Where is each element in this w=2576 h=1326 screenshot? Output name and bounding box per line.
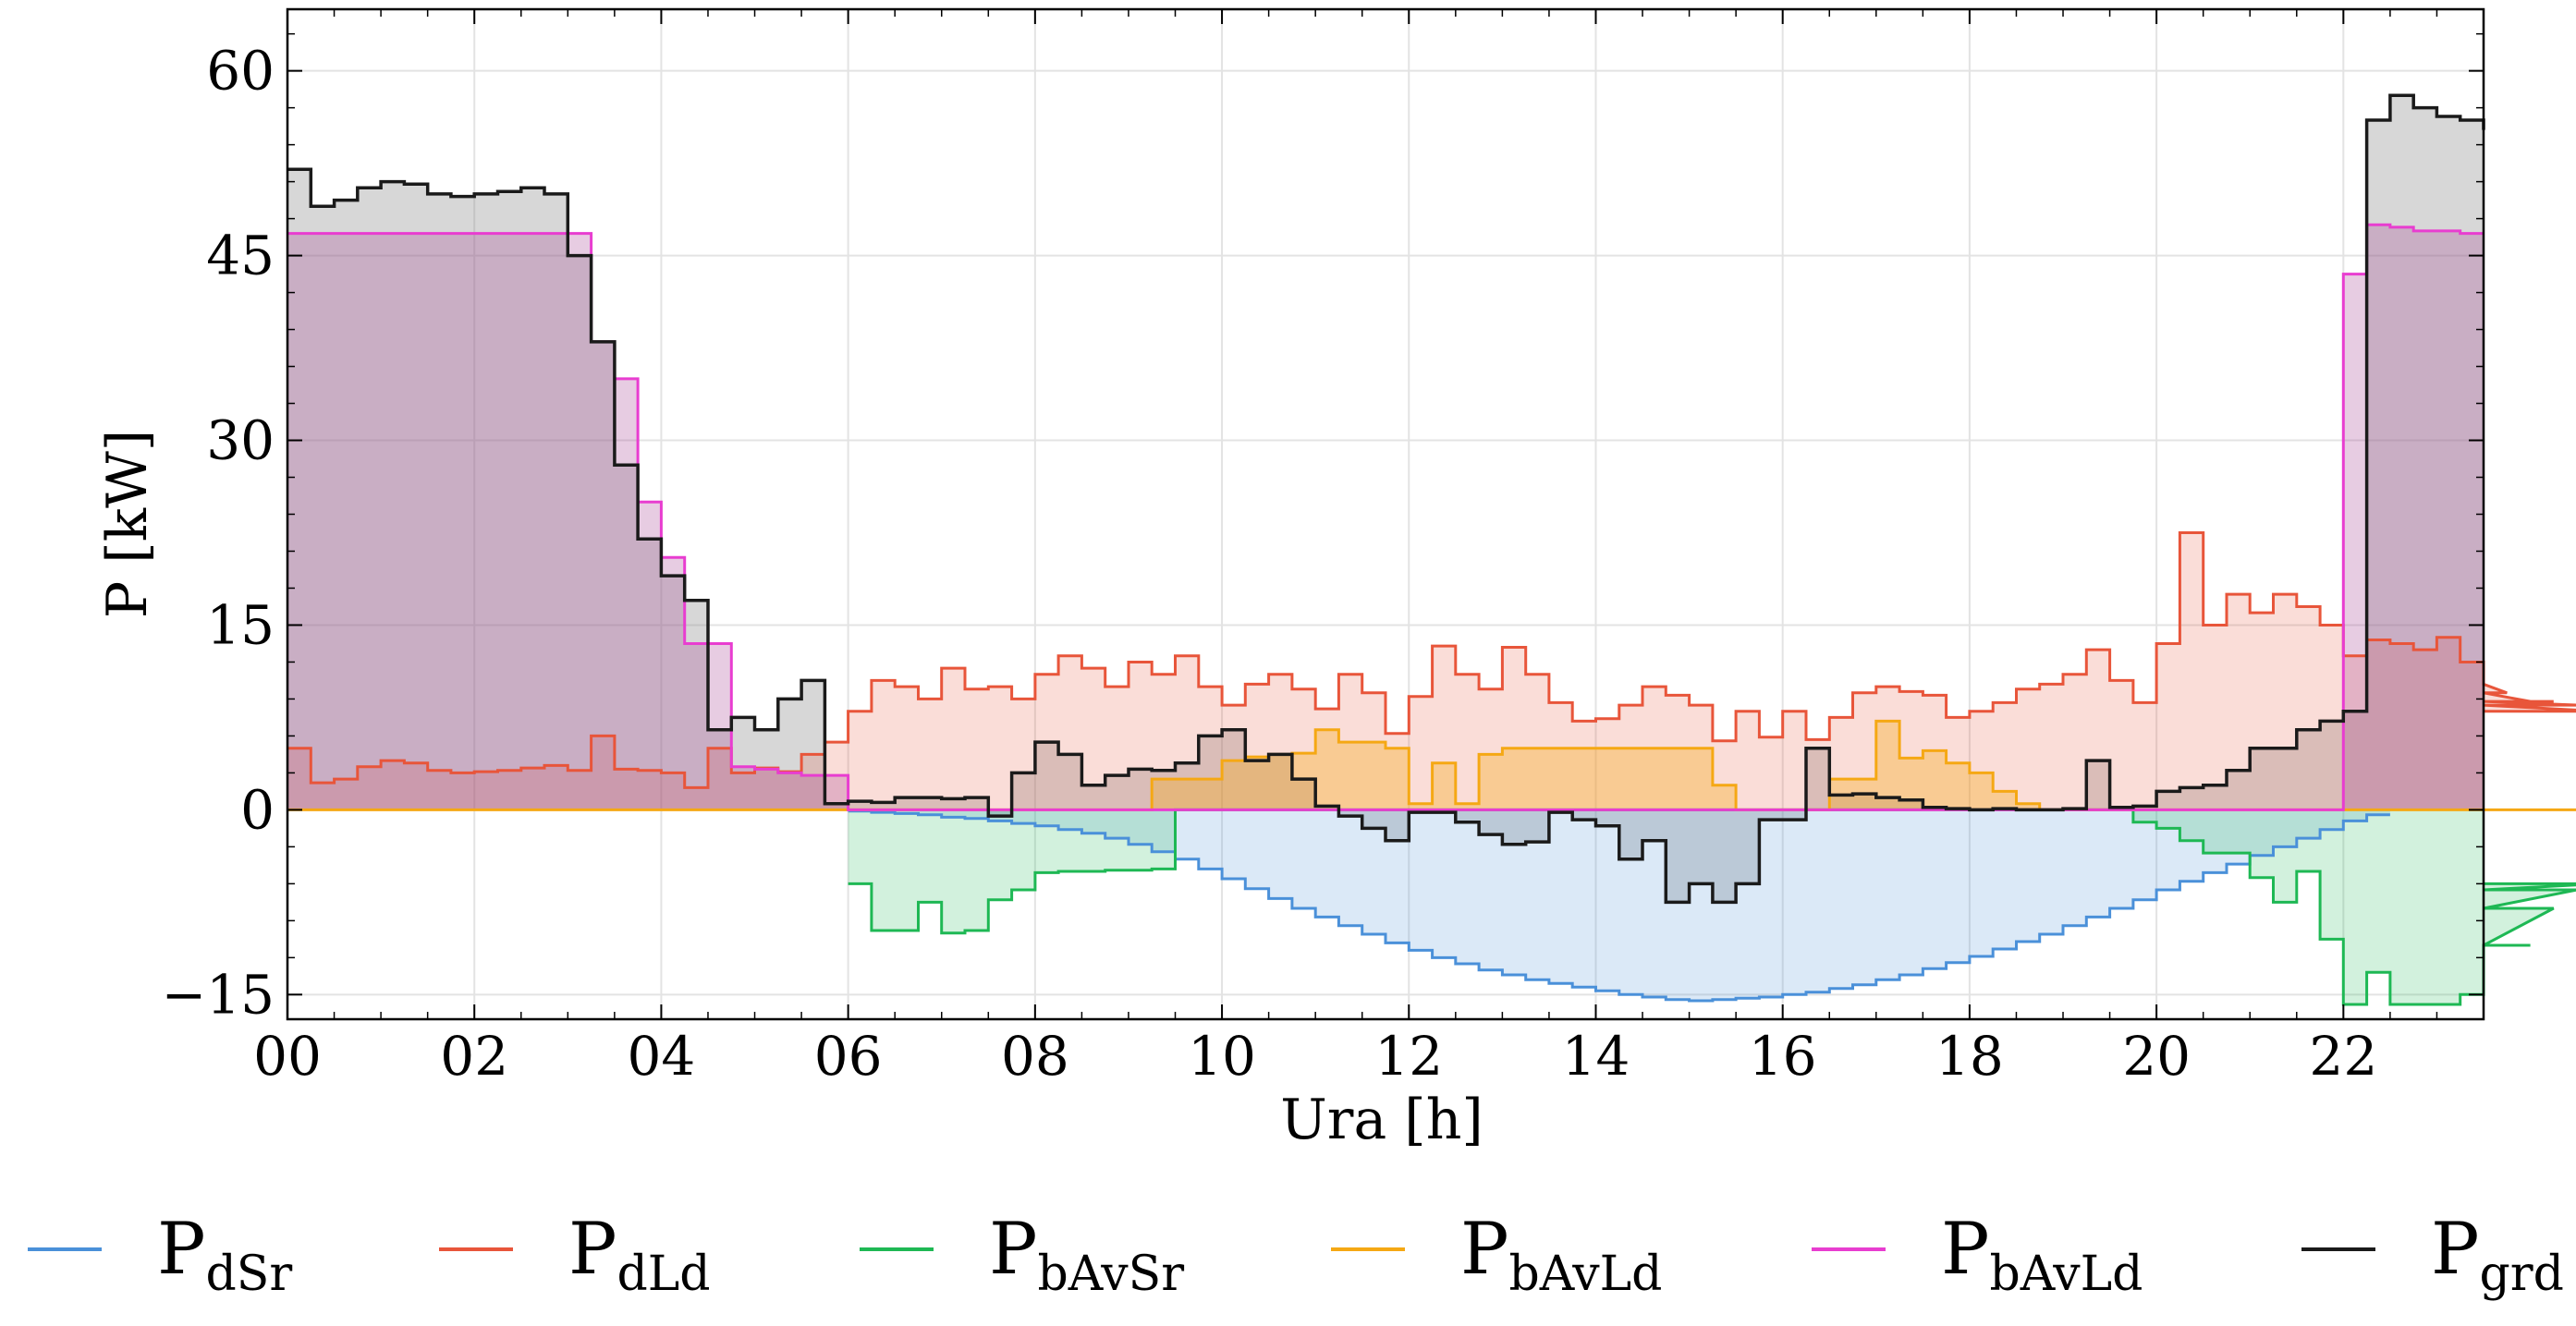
y-tick-label: 30 (206, 409, 275, 472)
legend-item-bAvLd_orange: PbAvLd (1331, 1208, 1662, 1302)
legend-item-bAvLd_magenta: PbAvLd (1812, 1208, 2143, 1302)
x-tick-label: 20 (2122, 1025, 2191, 1088)
line-dLd (287, 531, 2576, 789)
tick-labels: 00 02 04 06 08 10 12 14 16 18 20 22 −15 0 15 30 45 60 (162, 40, 2378, 1088)
x-tick-label: 08 (1001, 1025, 1069, 1088)
x-tick-label: 02 (440, 1025, 508, 1088)
legend-item-dSr: PdSr (28, 1208, 292, 1302)
legend-label: PbAvLd (1941, 1208, 2143, 1302)
area-bAvSr (848, 809, 2576, 1004)
x-tick-label: 06 (814, 1025, 883, 1088)
x-tick-label: 14 (1562, 1025, 1630, 1088)
y-tick-label: 60 (206, 40, 275, 103)
legend-label: PdSr (157, 1208, 292, 1302)
legend-label: Pgrd (2431, 1208, 2564, 1302)
x-tick-label: 10 (1188, 1025, 1256, 1088)
x-tick-label: 16 (1749, 1025, 1817, 1088)
line-grd (287, 93, 2485, 905)
series-lines (287, 93, 2576, 1006)
y-tick-label: 0 (240, 778, 275, 841)
x-tick-label: 00 (253, 1025, 322, 1088)
x-tick-label: 18 (1935, 1025, 2004, 1088)
y-tick-label: 45 (206, 225, 275, 287)
area-fills (287, 95, 2576, 1004)
x-tick-label: 04 (628, 1025, 696, 1088)
area-dSr (848, 809, 2390, 1001)
x-tick-label: 12 (1374, 1025, 1443, 1088)
legend-label: PbAvLd (1460, 1208, 1662, 1302)
legend-item-grd: Pgrd (2301, 1208, 2564, 1302)
y-tick-label: −15 (162, 963, 275, 1026)
area-bAvLd_magenta (287, 225, 2484, 810)
x-axis-label: Ura [h] (1280, 1088, 1483, 1152)
legend-label: PdLd (568, 1208, 711, 1302)
line-dSr (848, 809, 2390, 1003)
line-bAvLd_magenta (287, 223, 2484, 811)
legend-item-bAvSr: PbAvSr (860, 1208, 1184, 1302)
axes (286, 7, 2485, 1021)
legend-label: PbAvSr (989, 1208, 1184, 1302)
y-axis-label: P [kW] (95, 430, 160, 618)
x-tick-label: 22 (2309, 1025, 2377, 1088)
legend-item-dLd: PdLd (439, 1208, 711, 1302)
legend: PdSr PdLd PbAvSr PbAvLd PbAvLd Pgrd (28, 1208, 2564, 1302)
y-tick-label: 15 (206, 593, 275, 656)
area-dLd (287, 532, 2576, 810)
